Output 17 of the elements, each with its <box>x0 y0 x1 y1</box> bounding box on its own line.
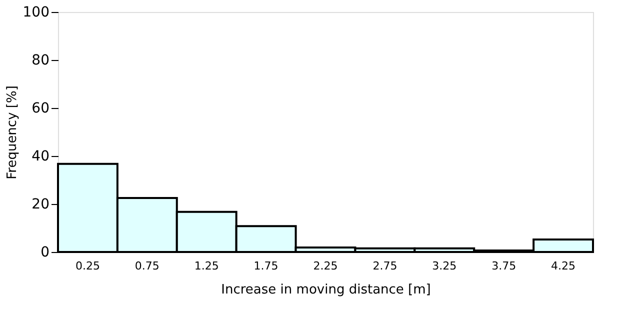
y-tick-label: 20 <box>32 196 50 212</box>
x-tick-label: 0.25 <box>75 260 100 272</box>
x-tick-label: 3.75 <box>492 260 516 272</box>
x-tick-label: 3.25 <box>432 260 457 272</box>
y-tick-label: 0 <box>40 244 50 260</box>
x-tick-label: 0.75 <box>134 260 160 272</box>
y-tick-label: 60 <box>32 100 50 116</box>
x-axis-title: Increase in moving distance [m] <box>221 282 431 298</box>
x-tick-label: 1.25 <box>194 260 219 272</box>
y-tick-label: 100 <box>22 4 50 20</box>
x-tick-label: 2.75 <box>372 260 398 272</box>
x-tick-label: 2.25 <box>313 260 338 272</box>
y-axis-title: Frequency [%] <box>4 86 20 180</box>
y-tick-label: 40 <box>32 148 50 164</box>
y-tick-label: 80 <box>32 52 50 68</box>
x-tick-label: 4.25 <box>551 260 576 272</box>
x-tick-label: 1.75 <box>254 260 278 272</box>
